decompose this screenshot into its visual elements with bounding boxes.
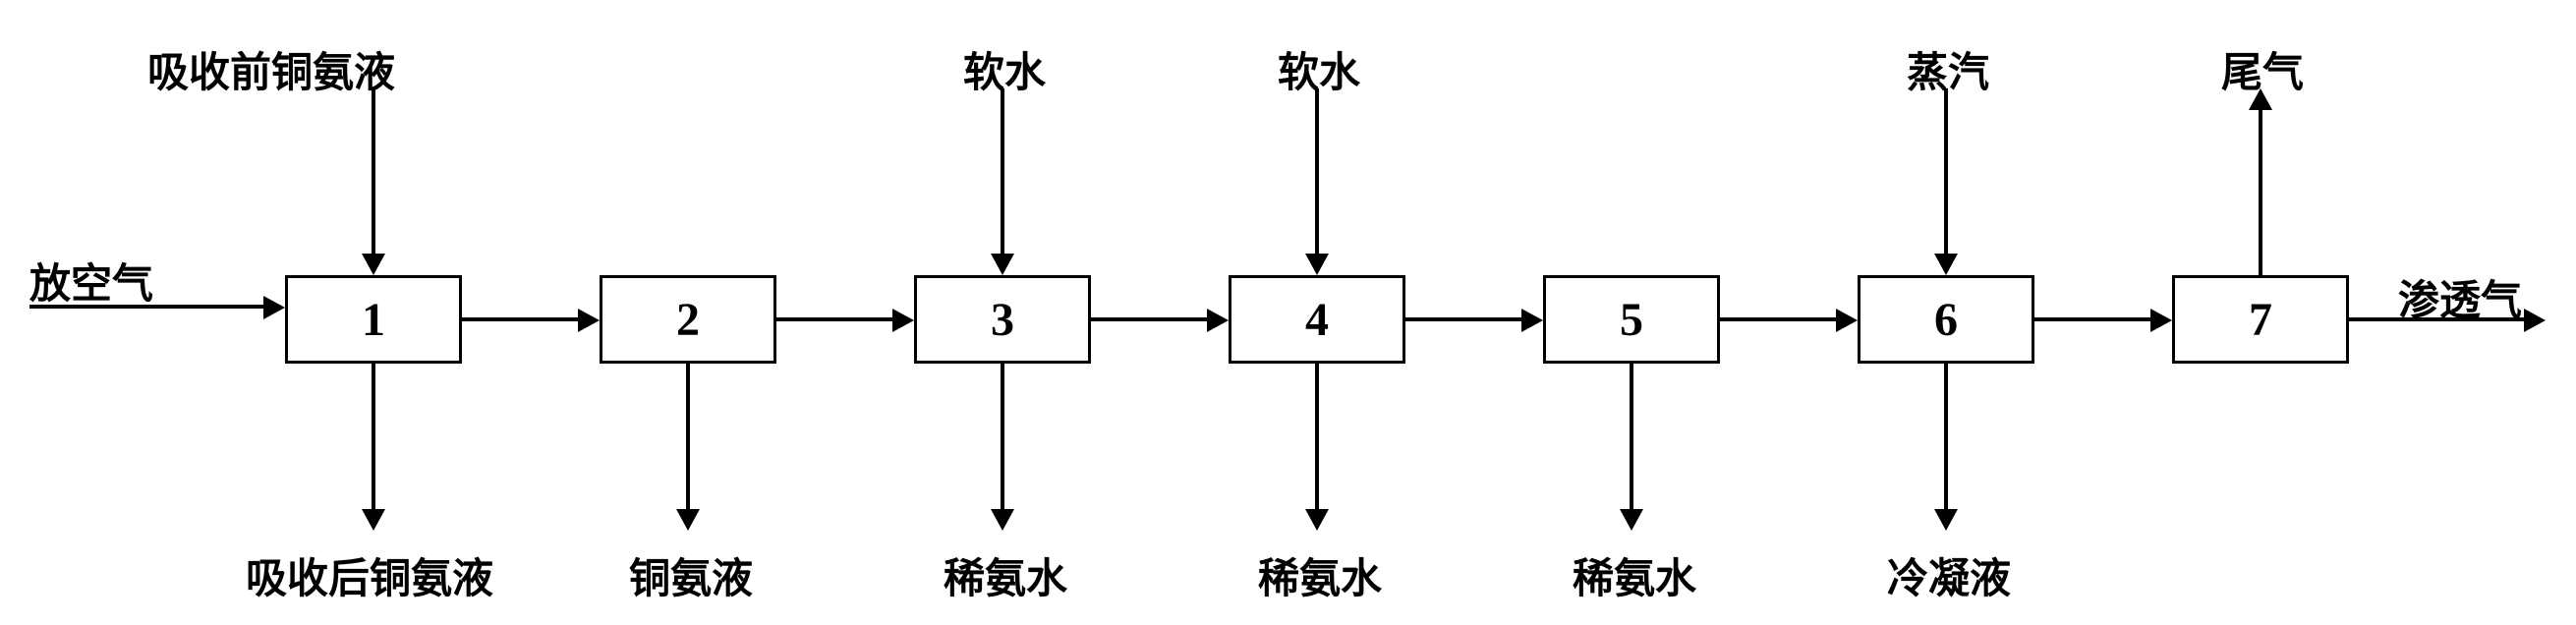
bot-label-3: 稀氨水 xyxy=(944,545,1067,605)
arrow-head xyxy=(362,509,385,531)
arrow-head xyxy=(362,254,385,275)
node-label: 1 xyxy=(362,293,385,347)
arrow-head xyxy=(1934,254,1958,275)
arrow-head xyxy=(1207,309,1229,332)
node-label: 4 xyxy=(1305,293,1329,347)
bot-label-5: 稀氨水 xyxy=(1573,545,1696,605)
arrow-line xyxy=(1720,317,1838,321)
node-label: 6 xyxy=(1934,293,1958,347)
node-label: 5 xyxy=(1620,293,1643,347)
arrow-line xyxy=(1944,364,1948,511)
arrow-line xyxy=(372,88,375,256)
arrow-line xyxy=(686,364,690,511)
process-node-5: 5 xyxy=(1543,275,1720,364)
arrow-line xyxy=(2259,108,2262,275)
node-label: 2 xyxy=(676,293,700,347)
arrow-line xyxy=(1405,317,1523,321)
arrow-head xyxy=(2249,88,2272,110)
arrow-line xyxy=(776,317,894,321)
arrow-head xyxy=(1620,509,1643,531)
arrow-line xyxy=(1630,364,1633,511)
output-right-label: 渗透气 xyxy=(2398,267,2522,327)
process-node-6: 6 xyxy=(1858,275,2034,364)
arrow-head xyxy=(2524,309,2546,332)
arrow-head xyxy=(991,254,1014,275)
process-node-3: 3 xyxy=(914,275,1091,364)
arrow-line xyxy=(462,317,580,321)
top-label-1: 吸收前铜氨液 xyxy=(147,39,395,99)
arrow-line xyxy=(1091,317,1209,321)
process-node-1: 1 xyxy=(285,275,462,364)
arrow-head xyxy=(1305,509,1329,531)
bot-label-2: 铜氨液 xyxy=(629,545,753,605)
node-label: 7 xyxy=(2249,293,2272,347)
arrow-line xyxy=(1315,88,1319,256)
process-node-7: 7 xyxy=(2172,275,2349,364)
arrow-head xyxy=(1836,309,1858,332)
arrow-head xyxy=(892,309,914,332)
process-node-4: 4 xyxy=(1229,275,1405,364)
arrow-line xyxy=(1944,88,1948,256)
arrow-head xyxy=(1521,309,1543,332)
arrow-line xyxy=(1001,364,1004,511)
process-node-2: 2 xyxy=(600,275,776,364)
arrow-head xyxy=(991,509,1014,531)
arrow-line xyxy=(372,364,375,511)
bot-label-6: 冷凝液 xyxy=(1887,545,2011,605)
arrow-head xyxy=(263,296,285,319)
arrow-head xyxy=(676,509,700,531)
arrow-head xyxy=(1934,509,1958,531)
arrow-line xyxy=(2034,317,2152,321)
arrow-line xyxy=(1001,88,1004,256)
arrow-head xyxy=(578,309,600,332)
arrow-head xyxy=(1305,254,1329,275)
arrow-line xyxy=(1315,364,1319,511)
top-label-4: 软水 xyxy=(1278,39,1360,99)
arrow-line xyxy=(29,305,265,309)
bot-label-4: 稀氨水 xyxy=(1258,545,1382,605)
top-label-6: 蒸汽 xyxy=(1907,39,1989,99)
arrow-head xyxy=(2150,309,2172,332)
input-left-label: 放空气 xyxy=(29,251,153,311)
process-flow-diagram: 1 2 3 4 5 6 7 放空气 渗透气 吸收前铜氨液 软水 软水 蒸汽 尾气 xyxy=(20,20,2555,605)
bot-label-1: 吸收后铜氨液 xyxy=(246,545,493,605)
node-label: 3 xyxy=(991,293,1014,347)
top-label-3: 软水 xyxy=(963,39,1046,99)
